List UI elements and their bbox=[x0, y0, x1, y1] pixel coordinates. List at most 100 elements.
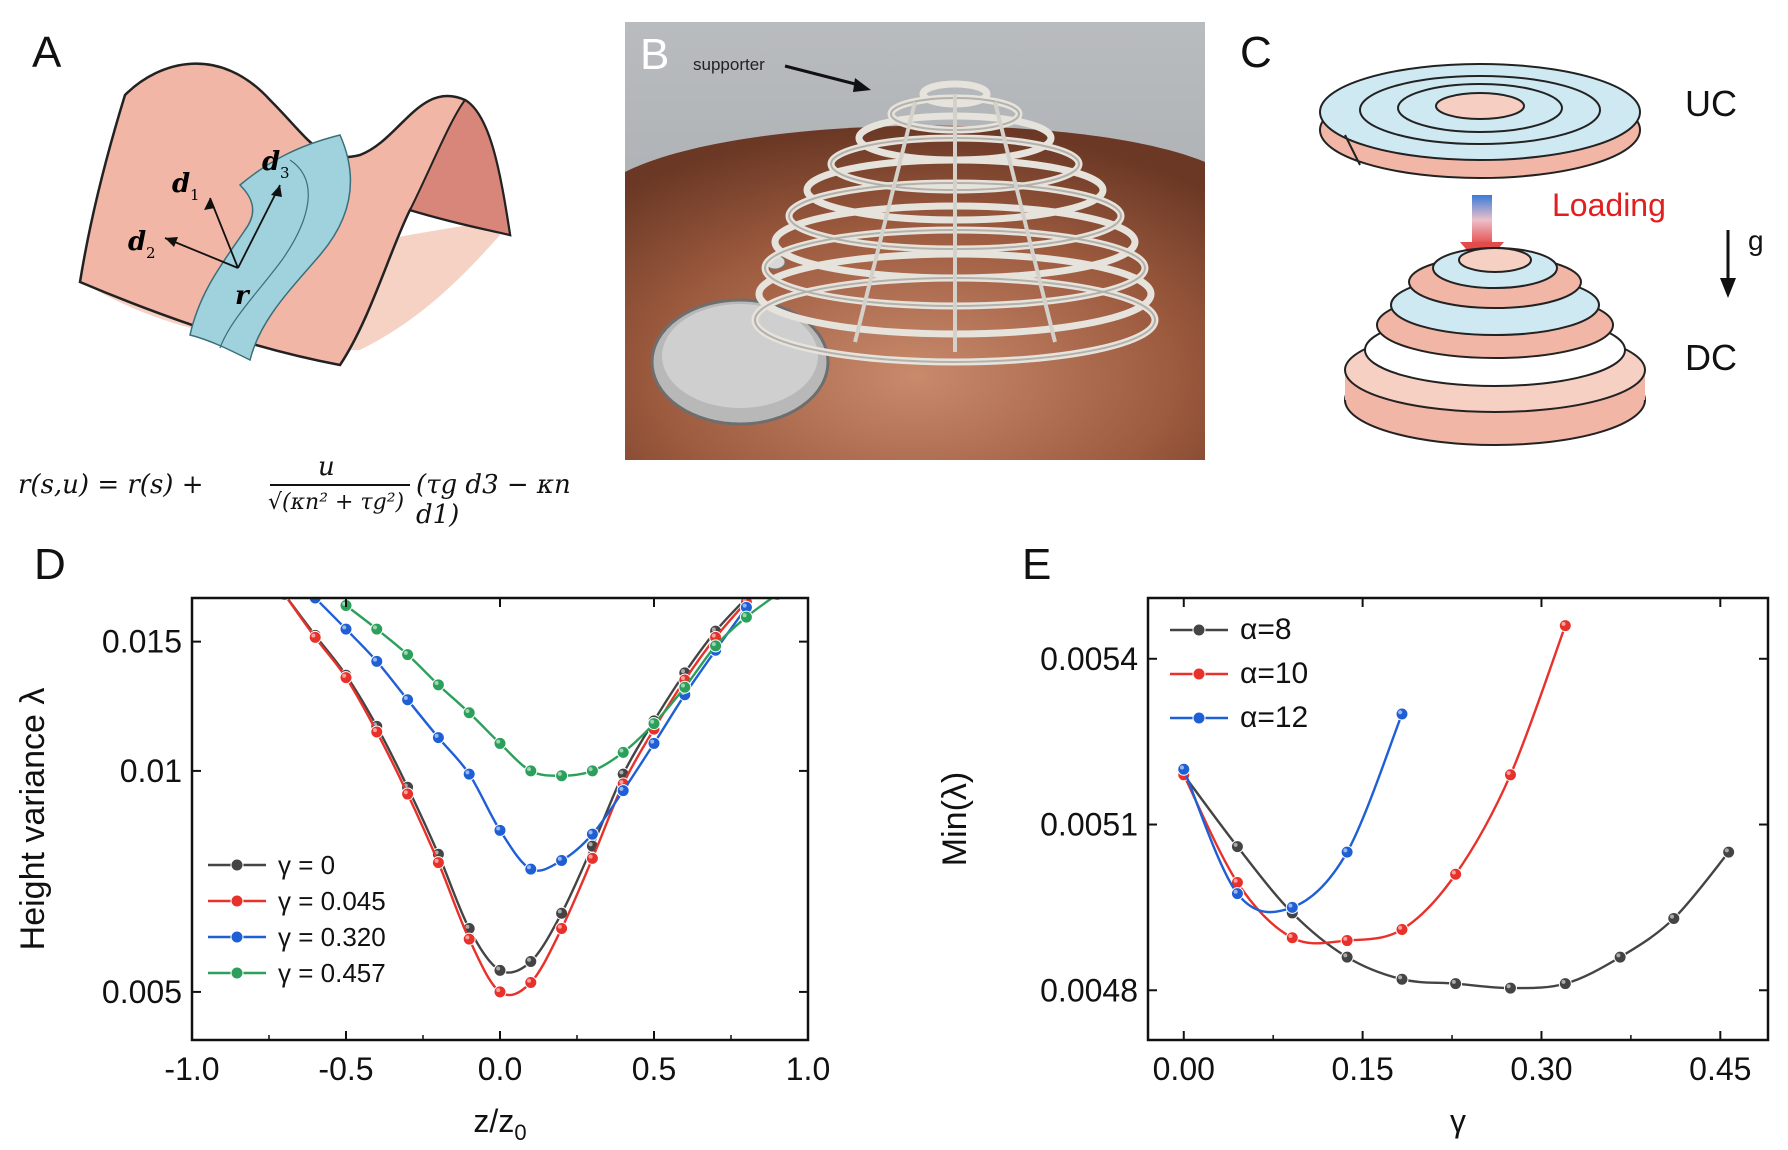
data-point bbox=[370, 725, 384, 739]
x-axis-label-sub: 0 bbox=[514, 1120, 526, 1145]
data-point-shine bbox=[1288, 933, 1293, 938]
x-tick-label: 0.0 bbox=[478, 1051, 522, 1087]
x-tick-label: 0.30 bbox=[1510, 1051, 1572, 1087]
legend-entry: γ = 0.045 bbox=[278, 886, 386, 916]
data-point-shine bbox=[557, 771, 562, 776]
parametric-equation: r(s,u) = r(s) + u √(κn² + τg²) (τg d3 − … bbox=[18, 452, 578, 540]
panel-letter-e: E bbox=[1022, 540, 1052, 589]
series-line bbox=[285, 598, 748, 974]
legend-marker bbox=[230, 966, 244, 980]
panel-letter-b: B bbox=[640, 30, 670, 79]
data-point-shine bbox=[681, 676, 685, 681]
data-point bbox=[1285, 900, 1299, 914]
data-point bbox=[1395, 923, 1409, 936]
uc-label: UC bbox=[1685, 83, 1737, 124]
data-point bbox=[493, 736, 507, 750]
y-tick-label: 0.005 bbox=[102, 974, 182, 1010]
data-point bbox=[1230, 840, 1244, 854]
data-point-shine bbox=[1398, 925, 1403, 930]
data-point bbox=[431, 678, 445, 692]
chart-e: 0.00 0.15 0.30 0.45 0.0048 0.0051 0.0054 γ Min(λ… bbox=[936, 596, 1770, 1139]
data-point bbox=[1285, 931, 1299, 945]
data-point bbox=[462, 767, 476, 781]
data-point-shine bbox=[773, 591, 777, 595]
y-tick-label: 0.0054 bbox=[1040, 641, 1138, 677]
data-point bbox=[1613, 950, 1627, 964]
label-d3-sub: 3 bbox=[280, 164, 290, 182]
x-axis-label: z/z0 bbox=[473, 1103, 526, 1145]
data-point-shine bbox=[557, 909, 562, 914]
data-point bbox=[678, 680, 692, 694]
data-point-shine bbox=[1398, 975, 1403, 980]
gravity-label: g bbox=[1748, 225, 1764, 256]
data-point-shine bbox=[557, 856, 562, 861]
x-tick-label: -0.5 bbox=[318, 1051, 373, 1087]
data-point bbox=[339, 671, 353, 685]
data-point bbox=[555, 769, 569, 783]
data-point bbox=[709, 639, 723, 653]
chart-d: -1.0 -0.5 0.0 0.5 1.0 0.005 0.01 0.015 z/z0 Heigh… bbox=[14, 591, 830, 1145]
series-line bbox=[1182, 713, 1404, 914]
data-point-shine bbox=[403, 650, 408, 655]
dc-dome bbox=[1344, 247, 1646, 446]
data-point-shine bbox=[1343, 848, 1348, 853]
label-d1-sub: 1 bbox=[190, 186, 200, 204]
data-point bbox=[401, 787, 415, 801]
data-point-shine bbox=[527, 767, 531, 772]
d2-arrow bbox=[164, 237, 239, 269]
data-point-shine bbox=[1233, 889, 1238, 894]
label-d3: d bbox=[262, 147, 280, 177]
data-point-shine bbox=[711, 642, 716, 647]
data-point bbox=[370, 622, 384, 636]
data-point bbox=[493, 985, 507, 999]
data-point bbox=[1558, 619, 1572, 633]
data-point-shine bbox=[1616, 953, 1621, 958]
data-point bbox=[1558, 977, 1572, 991]
data-point-shine bbox=[681, 669, 685, 674]
data-point-shine bbox=[1561, 621, 1566, 626]
data-point bbox=[493, 963, 507, 977]
data-point-shine bbox=[311, 633, 316, 638]
data-point-shine bbox=[588, 767, 593, 772]
strip-centerline bbox=[219, 159, 309, 349]
data-point-shine bbox=[496, 966, 501, 971]
data-point bbox=[1667, 911, 1681, 925]
data-point bbox=[401, 693, 415, 707]
data-point-shine bbox=[342, 673, 347, 678]
data-point bbox=[585, 764, 599, 778]
legend-marker bbox=[230, 930, 244, 944]
data-point-shine bbox=[619, 748, 624, 753]
data-point-shine bbox=[681, 683, 685, 688]
legend-entry: α=8 bbox=[1240, 613, 1292, 646]
data-point bbox=[1177, 762, 1191, 776]
y-tick-label: 0.01 bbox=[120, 753, 182, 789]
x-tick-label: 0.15 bbox=[1331, 1051, 1393, 1087]
saddle-surface-illustration: d 1 d 2 d 3 r bbox=[78, 62, 512, 367]
data-point bbox=[647, 736, 661, 750]
data-point bbox=[1449, 977, 1463, 991]
data-point bbox=[1449, 867, 1463, 881]
data-point-shine bbox=[1343, 953, 1348, 958]
data-point-shine bbox=[403, 790, 408, 795]
data-point-shine bbox=[1451, 870, 1456, 875]
data-point bbox=[1503, 768, 1517, 782]
series-2 bbox=[1177, 707, 1409, 914]
legend-marker bbox=[230, 894, 244, 908]
data-point-shine bbox=[373, 728, 377, 733]
dome-supports bbox=[853, 94, 1057, 352]
data-point-shine bbox=[619, 770, 624, 775]
legend: γ = 0 γ = 0.045 γ = 0.320 γ = 0.457 bbox=[208, 850, 386, 988]
saddle-right-face bbox=[408, 98, 512, 237]
data-point-shine bbox=[465, 935, 470, 940]
panel-letter-a: A bbox=[32, 28, 62, 77]
legend-entry: γ = 0.457 bbox=[278, 958, 386, 988]
data-point-shine bbox=[434, 858, 439, 863]
legend-entry: γ = 0 bbox=[278, 850, 335, 880]
data-point-shine bbox=[373, 657, 377, 662]
data-point bbox=[1340, 845, 1354, 859]
data-point-shine bbox=[527, 957, 531, 962]
data-point bbox=[462, 706, 476, 720]
data-point bbox=[585, 827, 599, 841]
label-d2: d bbox=[128, 227, 146, 257]
data-point bbox=[524, 862, 538, 876]
